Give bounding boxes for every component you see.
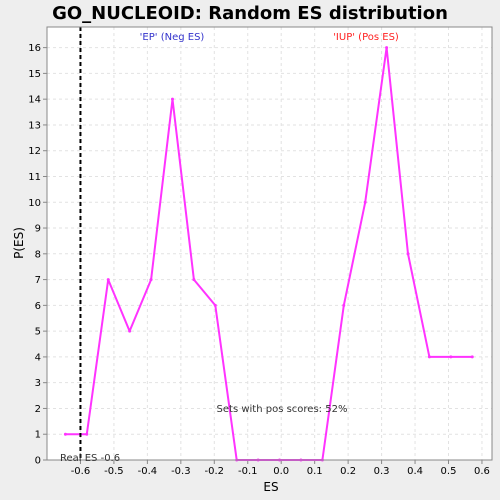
data-point — [470, 355, 474, 359]
x-tick-label: -0.3 — [171, 466, 191, 477]
data-point — [106, 278, 110, 282]
y-tick-label: 5 — [35, 327, 41, 338]
x-tick-label: -0.6 — [71, 466, 91, 477]
y-tick-label: 12 — [28, 146, 41, 157]
data-point — [342, 303, 346, 307]
data-point — [170, 97, 174, 101]
y-tick-label: 16 — [28, 43, 41, 54]
y-tick-label: 3 — [35, 378, 41, 389]
y-tick-label: 4 — [35, 352, 41, 363]
x-tick-label: 0.5 — [441, 466, 457, 477]
grid — [47, 27, 492, 461]
y-tick-label: 15 — [28, 69, 41, 80]
x-tick-label: 0.6 — [474, 466, 490, 477]
data-point — [85, 432, 89, 436]
pos-es-label: 'IUP' (Pos ES) — [333, 32, 399, 43]
y-tick-label: 0 — [35, 456, 41, 467]
plot-border — [46, 26, 493, 461]
data-point — [149, 278, 153, 282]
data-point — [385, 46, 389, 50]
y-tick-label: 10 — [28, 198, 41, 209]
y-tick-label: 9 — [35, 224, 41, 235]
y-tick-label: 2 — [35, 404, 41, 415]
y-tick-label: 6 — [35, 301, 41, 312]
x-tick-label: 0.0 — [273, 466, 289, 477]
y-tick-label: 7 — [35, 275, 41, 286]
x-tick-label: 0.3 — [374, 466, 390, 477]
x-tick-label: 0.2 — [340, 466, 356, 477]
data-point — [63, 432, 67, 436]
x-axis-label: ES — [263, 480, 278, 494]
x-tick-label: 0.1 — [307, 466, 323, 477]
data-point — [213, 303, 217, 307]
y-tick-label: 14 — [28, 95, 41, 106]
y-tick-label: 11 — [28, 172, 41, 183]
data-point — [128, 329, 132, 333]
y-tick-label: 1 — [35, 430, 41, 441]
real-es-label: Real ES -0.6 — [60, 453, 120, 464]
x-tick-label: -0.5 — [104, 466, 124, 477]
x-tick-label: 0.4 — [407, 466, 423, 477]
data-point — [427, 355, 431, 359]
neg-es-label: 'EP' (Neg ES) — [140, 32, 205, 43]
sets-pos-scores-label: Sets with pos scores: 52% — [217, 404, 348, 415]
y-axis-label: P(ES) — [12, 227, 26, 259]
x-tick-label: -0.4 — [138, 466, 158, 477]
chart-title: GO_NUCLEOID: Random ES distribution — [52, 3, 448, 24]
y-tick-label: 13 — [28, 120, 41, 131]
data-point — [406, 252, 410, 256]
data-point — [449, 355, 453, 359]
data-point — [363, 200, 367, 204]
data-point — [192, 278, 196, 282]
x-tick-label: -0.1 — [238, 466, 258, 477]
x-tick-label: -0.2 — [205, 466, 225, 477]
y-tick-label: 8 — [35, 249, 41, 260]
